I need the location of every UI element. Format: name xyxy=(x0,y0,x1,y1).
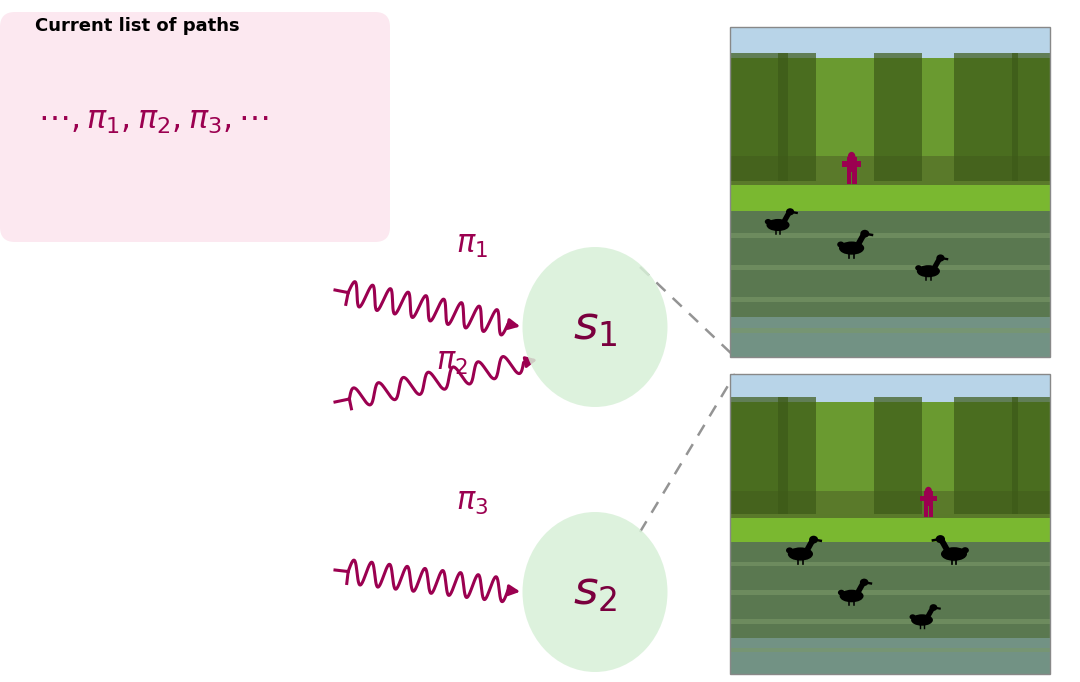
Ellipse shape xyxy=(935,535,945,543)
Text: $\pi_3$: $\pi_3$ xyxy=(456,486,488,517)
Bar xyxy=(730,265,1050,270)
Bar xyxy=(730,530,1050,674)
Ellipse shape xyxy=(839,590,864,602)
Ellipse shape xyxy=(936,254,945,262)
Ellipse shape xyxy=(917,265,940,278)
Ellipse shape xyxy=(809,535,819,544)
Bar xyxy=(730,198,1050,357)
Ellipse shape xyxy=(961,547,969,553)
Bar xyxy=(730,591,1050,595)
Ellipse shape xyxy=(924,487,932,496)
Bar xyxy=(923,505,928,518)
Bar xyxy=(929,505,933,518)
Bar xyxy=(954,53,1018,181)
Bar xyxy=(923,492,933,506)
Bar xyxy=(954,398,1018,514)
Bar xyxy=(730,374,1050,530)
Ellipse shape xyxy=(909,614,916,619)
Bar xyxy=(730,374,1050,674)
Bar xyxy=(1012,53,1050,181)
Bar xyxy=(874,398,922,514)
Bar xyxy=(778,53,816,181)
Bar xyxy=(730,638,1050,674)
Bar xyxy=(933,496,937,501)
Bar xyxy=(730,27,1050,198)
Ellipse shape xyxy=(848,152,855,162)
Ellipse shape xyxy=(765,219,771,224)
Text: $s_2$: $s_2$ xyxy=(572,569,617,614)
Text: $\pi_2$: $\pi_2$ xyxy=(436,346,468,377)
Ellipse shape xyxy=(839,241,864,254)
Bar xyxy=(730,53,1050,155)
Ellipse shape xyxy=(915,265,922,271)
Bar xyxy=(730,27,1050,58)
Bar xyxy=(1012,398,1050,514)
Bar xyxy=(856,161,861,166)
Ellipse shape xyxy=(523,247,667,407)
Bar xyxy=(730,518,1050,542)
Bar xyxy=(874,53,922,181)
Ellipse shape xyxy=(930,604,937,611)
Ellipse shape xyxy=(837,241,845,248)
Bar xyxy=(730,398,1050,491)
Bar xyxy=(730,297,1050,301)
Bar xyxy=(847,172,851,184)
Bar xyxy=(919,496,923,501)
Bar xyxy=(730,27,1050,357)
Ellipse shape xyxy=(523,512,667,672)
Ellipse shape xyxy=(860,578,868,586)
Ellipse shape xyxy=(912,614,933,625)
Text: Current list of paths: Current list of paths xyxy=(35,17,240,35)
FancyBboxPatch shape xyxy=(0,12,390,242)
Ellipse shape xyxy=(786,548,793,553)
Bar xyxy=(730,562,1050,566)
Bar xyxy=(730,233,1050,238)
Bar xyxy=(730,648,1050,653)
Bar xyxy=(730,185,1050,211)
Ellipse shape xyxy=(786,208,794,216)
Bar xyxy=(847,157,856,172)
Bar xyxy=(730,53,787,181)
Bar xyxy=(730,317,1050,357)
Ellipse shape xyxy=(941,547,967,561)
Bar xyxy=(842,161,847,166)
Bar xyxy=(730,398,787,514)
Ellipse shape xyxy=(787,548,813,561)
Bar xyxy=(852,172,856,184)
Text: $\cdots, \pi_1, \pi_2, \pi_3, \cdots$: $\cdots, \pi_1, \pi_2, \pi_3, \cdots$ xyxy=(38,104,269,136)
Bar xyxy=(730,374,1050,402)
Bar xyxy=(778,398,816,514)
Text: $\pi_1$: $\pi_1$ xyxy=(456,229,488,260)
Text: $s_1$: $s_1$ xyxy=(572,304,618,350)
Ellipse shape xyxy=(861,230,869,237)
Ellipse shape xyxy=(838,590,845,595)
Bar xyxy=(730,619,1050,623)
Bar xyxy=(730,329,1050,333)
Ellipse shape xyxy=(767,219,789,231)
